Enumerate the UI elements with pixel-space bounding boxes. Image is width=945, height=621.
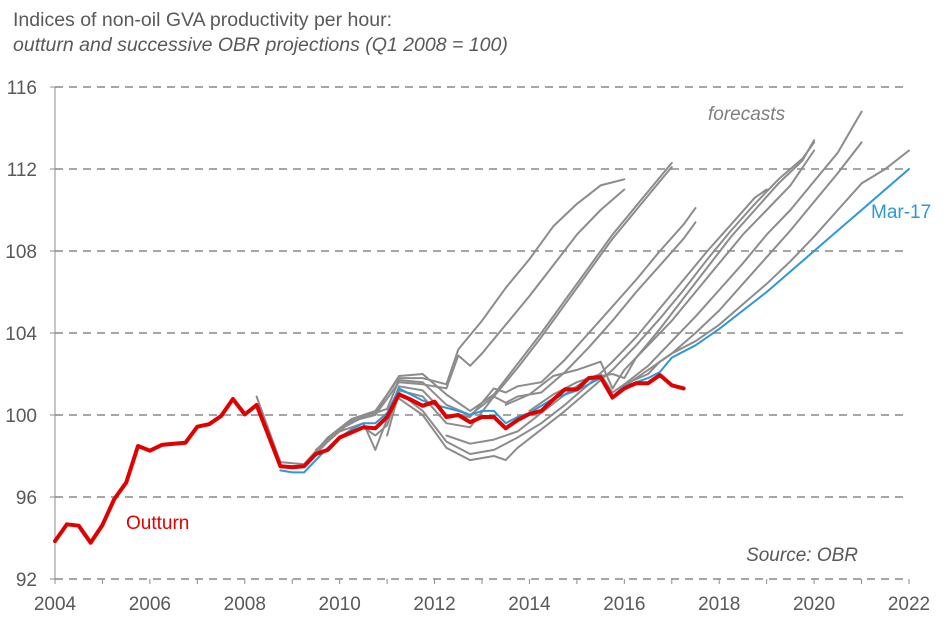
x-tick-label: 2006 xyxy=(129,594,171,615)
chart-subtitle: outturn and successive OBR projections (… xyxy=(13,34,508,56)
x-tick-label: 2004 xyxy=(34,594,77,615)
x-tick-label: 2016 xyxy=(603,594,645,615)
latest-forecast-label: Mar-17 xyxy=(871,202,931,223)
x-tick-label: 2012 xyxy=(413,594,455,615)
y-tick-label: 112 xyxy=(7,160,37,181)
forecast-line-2 xyxy=(255,178,626,466)
tick-labels: 92 96 100 104 108 112 116 2004 2006 2008 2010 2012 2… xyxy=(5,78,930,615)
forecast-line-11 xyxy=(504,149,816,406)
gridlines xyxy=(55,86,909,580)
forecast-line-5 xyxy=(314,166,673,451)
y-tick-label: 108 xyxy=(5,242,37,263)
y-tick-label: 104 xyxy=(5,324,37,345)
outturn-series-group xyxy=(53,373,686,545)
forecast-line-8 xyxy=(386,188,768,455)
forecast-line-10 xyxy=(445,139,816,445)
x-tick-label: 2010 xyxy=(319,594,361,615)
y-tick-label: 96 xyxy=(16,488,37,509)
forecast-line-13 xyxy=(599,141,863,398)
forecast-series-group xyxy=(255,110,910,468)
y-tick-label: 100 xyxy=(5,406,37,427)
forecast-line-14 xyxy=(623,149,910,386)
x-tick-label: 2014 xyxy=(508,594,551,615)
x-tick-label: 2018 xyxy=(698,594,740,615)
axes xyxy=(50,86,910,584)
forecast-line-12 xyxy=(528,110,863,412)
x-tick-label: 2022 xyxy=(888,594,930,615)
x-tick-label: 2020 xyxy=(793,594,835,615)
y-tick-label: 116 xyxy=(7,78,37,99)
y-tick-label: 92 xyxy=(16,570,37,591)
outturn-line xyxy=(53,373,686,545)
outturn-label: Outturn xyxy=(126,513,189,534)
x-tick-label: 2008 xyxy=(224,594,266,615)
source-label: Source: OBR xyxy=(746,545,858,566)
forecasts-label: forecasts xyxy=(708,104,786,125)
chart-title: Indices of non-oil GVA productivity per … xyxy=(13,9,393,31)
